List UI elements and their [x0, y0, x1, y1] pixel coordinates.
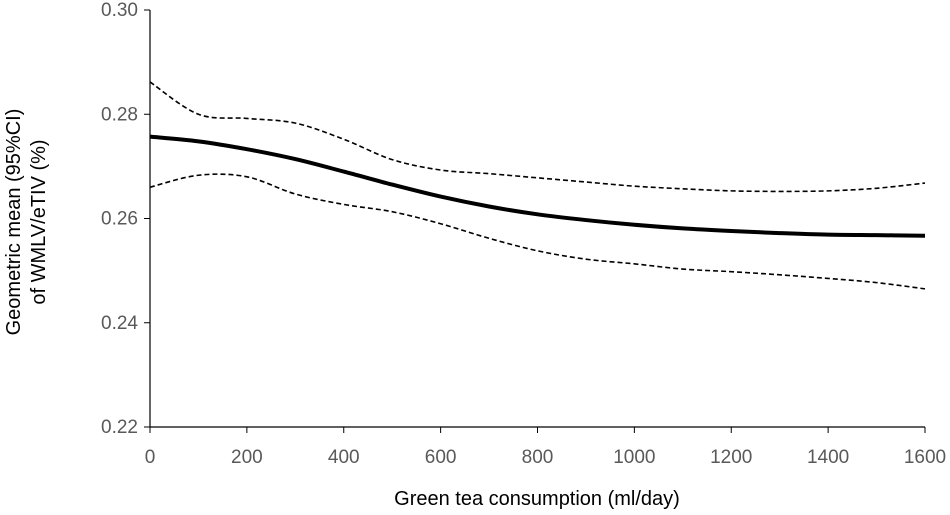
x-tick-label: 200: [231, 447, 263, 468]
y-axis-title-line1: Geometric mean (95%CI): [3, 109, 25, 336]
y-ticks: 0.22 0.24 0.26 0.28 0.30: [101, 0, 150, 438]
x-ticks: 0 200 400 600 800 1000 1200 1400 1600: [145, 427, 946, 468]
y-tick-label: 0.26: [101, 209, 138, 230]
x-tick-label: 400: [328, 447, 360, 468]
x-tick-label: 1400: [807, 447, 849, 468]
series-line-upper-95-ci: [149, 81, 926, 193]
x-tick-label: 1000: [613, 447, 655, 468]
y-axis-title-line2: of WMLV/eTIV (%): [28, 139, 50, 304]
series-line-geometric-mean: [149, 134, 926, 238]
axes: [149, 10, 925, 428]
x-tick-label: 1600: [904, 447, 946, 468]
y-tick-label: 0.22: [101, 417, 138, 438]
y-tick-label: 0.30: [101, 0, 138, 21]
x-axis-title: Green tea consumption (ml/day): [394, 488, 680, 510]
series-line-lower-95-ci: [149, 173, 926, 290]
series: [149, 81, 926, 290]
y-tick-label: 0.28: [101, 104, 138, 125]
x-tick-label: 800: [522, 447, 554, 468]
y-tick-label: 0.24: [101, 313, 138, 334]
x-tick-label: 0: [145, 447, 156, 468]
x-tick-label: 600: [425, 447, 457, 468]
x-tick-label: 1200: [710, 447, 752, 468]
